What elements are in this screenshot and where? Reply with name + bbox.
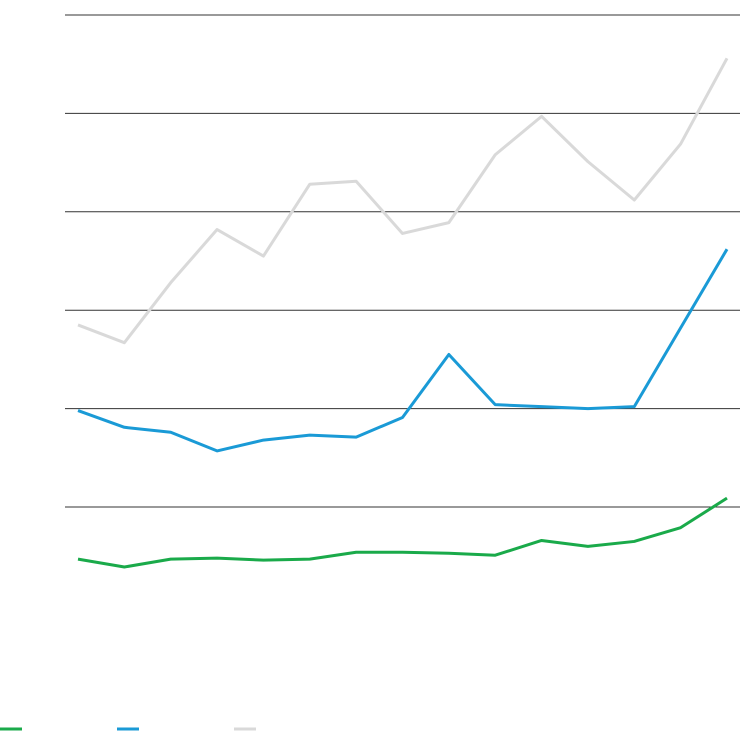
series-line xyxy=(77,57,729,345)
series-line xyxy=(77,496,728,569)
series-line xyxy=(77,248,729,453)
